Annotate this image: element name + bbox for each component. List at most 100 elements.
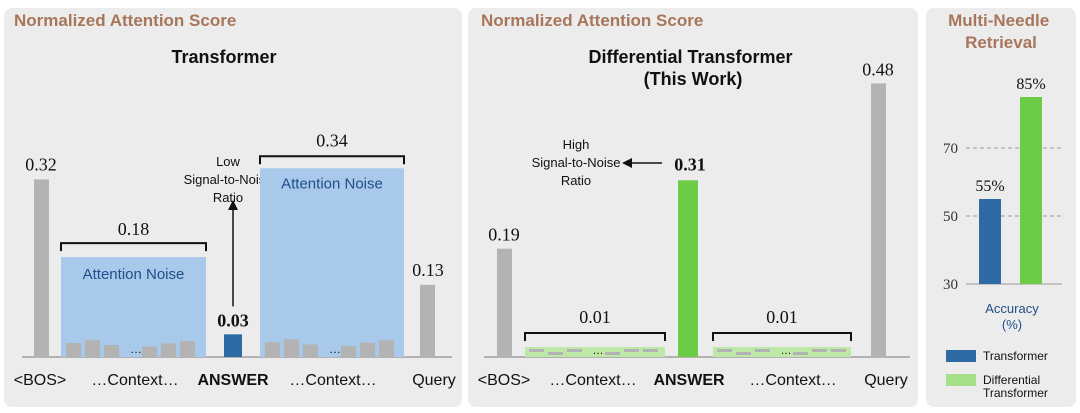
annotation-high-snr-line: Signal-to-Noise bbox=[532, 155, 621, 170]
context-token-bar bbox=[812, 349, 827, 352]
context-token-bar bbox=[180, 341, 195, 357]
annotation-low-snr-line: Low bbox=[216, 154, 240, 169]
context-token-bar bbox=[104, 345, 119, 357]
bar-answer bbox=[224, 334, 242, 357]
context-token-bar bbox=[303, 344, 318, 357]
bracket-context-1 bbox=[524, 332, 666, 341]
value-label-answer: 0.03 bbox=[217, 310, 249, 330]
annotation-arrowhead bbox=[622, 158, 632, 168]
attention-noise-block-2 bbox=[260, 168, 404, 357]
x-tick-label: Query bbox=[412, 372, 456, 389]
bar-bos bbox=[34, 179, 49, 357]
panel-title-right-line2: Retrieval bbox=[965, 33, 1037, 52]
value-label-context-1: 0.01 bbox=[579, 307, 611, 327]
panel-title-right: Multi-Needle Retrieval bbox=[948, 11, 1054, 52]
x-tick-label: ANSWER bbox=[653, 372, 725, 389]
attention-noise-label-1: Attention Noise bbox=[83, 266, 185, 283]
legend-swatch-transformer bbox=[946, 350, 976, 362]
annotation-high-snr-line: High bbox=[563, 137, 590, 152]
value-label-answer: 0.31 bbox=[674, 154, 706, 174]
chart-title-transformer: Transformer bbox=[171, 47, 276, 67]
bracket-context-2 bbox=[712, 332, 852, 341]
annotation-low-snr: Low Signal-to-Noise Ratio bbox=[184, 154, 273, 205]
x-tick-label: <BOS> bbox=[478, 372, 530, 389]
x-tick-label: ANSWER bbox=[197, 372, 269, 389]
bar-value-label: 85% bbox=[1016, 76, 1045, 93]
legend-swatch-differential-transformer bbox=[946, 374, 976, 386]
ellipsis-context-1: … bbox=[593, 345, 604, 357]
bar-bos bbox=[497, 248, 512, 357]
context-token-bar bbox=[284, 339, 299, 357]
context-token-bar bbox=[643, 349, 658, 352]
panel-title-left: Normalized Attention Score bbox=[14, 11, 236, 30]
annotation-low-snr-line: Ratio bbox=[213, 190, 243, 205]
bar-answer bbox=[678, 180, 698, 357]
bar-value-label: 55% bbox=[975, 178, 1004, 195]
value-label-bos: 0.32 bbox=[25, 154, 57, 174]
x-tick-label: …Context… bbox=[549, 372, 636, 389]
panel-title-middle: Normalized Attention Score bbox=[481, 11, 703, 30]
bracket-context-2 bbox=[259, 155, 405, 165]
ellipsis-context-2: … bbox=[781, 345, 792, 357]
x-tick-label: Query bbox=[864, 372, 908, 389]
context-token-bar bbox=[548, 352, 563, 355]
chart-transformer: 0.32 Attention Noise 0.18 … 0.03 Low Signal-to… bbox=[14, 130, 456, 389]
x-tick-label: …Context… bbox=[289, 372, 376, 389]
context-token-bar bbox=[85, 340, 100, 357]
legend-label-transformer-line: Transformer bbox=[983, 349, 1048, 363]
chart-title-diff-line2: (This Work) bbox=[644, 69, 743, 89]
panel-title-right-line1: Multi-Needle bbox=[948, 11, 1049, 30]
context-noise-strip-2 bbox=[713, 347, 851, 357]
y-axis-label: Accuracy (%) bbox=[985, 301, 1039, 332]
context-token-bar bbox=[142, 346, 157, 357]
y-tick-label: 30 bbox=[943, 277, 958, 293]
context-token-bar bbox=[717, 349, 732, 352]
context-token-bar bbox=[66, 343, 81, 357]
context-token-bar bbox=[831, 349, 846, 352]
context-token-bar bbox=[379, 340, 394, 357]
context-token-bar bbox=[736, 352, 751, 355]
legend-label-differential-transformer: Differential Transformer bbox=[983, 373, 1048, 400]
bar-differential-transformer bbox=[1020, 97, 1042, 284]
chart-title-diff: Differential Transformer (This Work) bbox=[588, 47, 797, 89]
bar-query bbox=[420, 284, 435, 357]
value-label-query: 0.13 bbox=[412, 260, 444, 280]
context-token-bar bbox=[341, 346, 356, 357]
annotation-arrowhead bbox=[228, 200, 238, 210]
context-token-bar bbox=[793, 352, 808, 355]
y-axis-label-line: (%) bbox=[1002, 317, 1022, 332]
ellipsis-context-1: … bbox=[130, 342, 142, 356]
annotation-high-snr: High Signal-to-Noise Ratio bbox=[532, 137, 621, 188]
chart-differential-transformer: 0.19 … 0.01 … 0.01 0.31 High Signal-to-Noise Rat… bbox=[478, 59, 910, 389]
y-tick-label: 70 bbox=[943, 141, 958, 157]
legend-label-transformer: Transformer bbox=[983, 349, 1048, 363]
value-label-context-2: 0.34 bbox=[316, 130, 348, 150]
ellipsis-context-2: … bbox=[329, 342, 341, 356]
bar-query bbox=[871, 83, 886, 358]
context-noise-strip-1 bbox=[525, 347, 665, 357]
x-tick-label: …Context… bbox=[749, 372, 836, 389]
bar-transformer bbox=[979, 199, 1001, 284]
chart-title-diff-line1: Differential Transformer bbox=[588, 47, 792, 67]
legend-label-differential-transformer-line: Transformer bbox=[983, 386, 1048, 400]
value-label-context-1: 0.18 bbox=[118, 219, 150, 239]
value-label-query: 0.48 bbox=[862, 59, 894, 79]
annotation-high-snr-line: Ratio bbox=[561, 173, 591, 188]
y-axis-label-line: Accuracy bbox=[985, 301, 1039, 316]
context-token-bar bbox=[624, 349, 639, 352]
y-tick-label: 50 bbox=[943, 209, 958, 225]
context-token-bar bbox=[360, 342, 375, 357]
x-tick-label: …Context… bbox=[91, 372, 178, 389]
bracket-context-1 bbox=[60, 242, 207, 252]
annotation-low-snr-line: Signal-to-Noise bbox=[184, 172, 273, 187]
legend-label-differential-transformer-line: Differential bbox=[983, 373, 1040, 387]
context-token-bar bbox=[605, 352, 620, 355]
attention-noise-label-2: Attention Noise bbox=[281, 175, 383, 192]
x-tick-label: <BOS> bbox=[14, 372, 66, 389]
context-token-bar bbox=[529, 349, 544, 352]
value-label-context-2: 0.01 bbox=[766, 307, 798, 327]
context-token-bar bbox=[265, 342, 280, 357]
value-label-bos: 0.19 bbox=[488, 225, 520, 245]
